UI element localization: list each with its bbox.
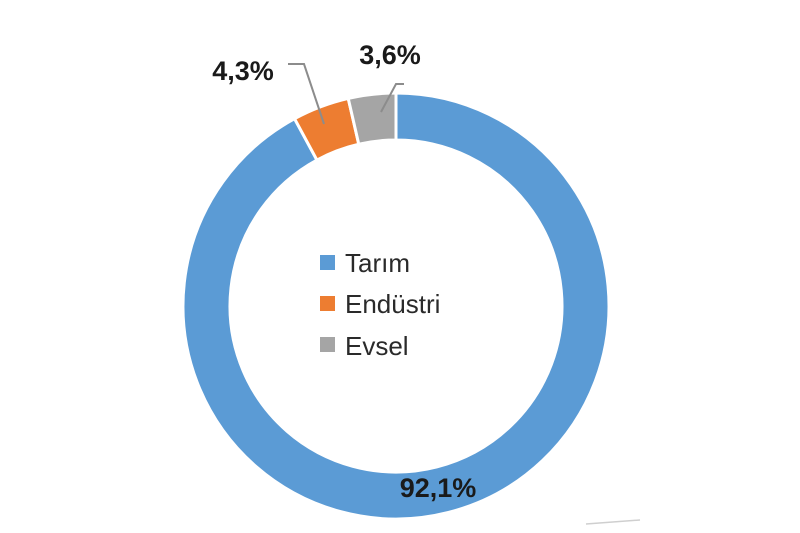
leader-line-endustri bbox=[288, 63, 325, 125]
leader-line-evsel bbox=[380, 83, 404, 113]
legend-swatch-endustri bbox=[320, 296, 335, 311]
data-label-evsel: 3,6% bbox=[359, 40, 421, 70]
donut-slice-tarım bbox=[181, 91, 611, 521]
legend-label-tarim: Tarım bbox=[345, 248, 410, 278]
legend: Tarım Endüstri Evsel bbox=[320, 248, 440, 361]
legend-swatch-evsel bbox=[320, 337, 335, 352]
data-label-tarim: 92,1% bbox=[400, 473, 477, 503]
label-leader-lines bbox=[288, 63, 404, 125]
data-label-endustri: 4,3% bbox=[212, 56, 274, 86]
bottom-divider-line bbox=[585, 519, 641, 525]
legend-swatch-tarim bbox=[320, 255, 335, 270]
legend-label-endustri: Endüstri bbox=[345, 289, 440, 319]
legend-label-evsel: Evsel bbox=[345, 331, 409, 361]
